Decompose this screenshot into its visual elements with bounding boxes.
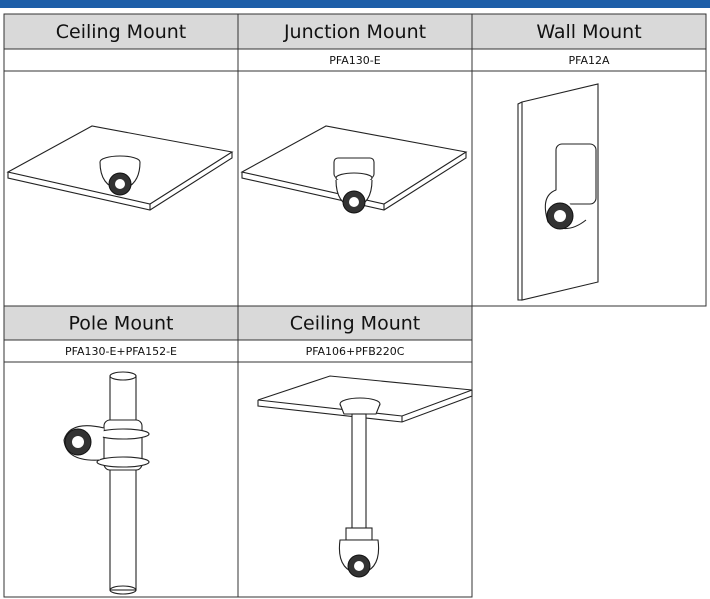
model-cell [3, 48, 239, 72]
image-cell [471, 70, 707, 307]
junction-mount-illustration [240, 125, 468, 214]
ceiling-mount-illustration [6, 125, 234, 211]
header-cell [471, 13, 707, 50]
accessory-model: PFA106+PFB220C [306, 345, 405, 358]
header-cell [3, 305, 239, 341]
mount-name: Pole Mount [69, 313, 174, 335]
accessory-model: PFA130-E [329, 54, 380, 67]
mount-name: Wall Mount [536, 21, 641, 43]
pendant-mount-illustration [257, 375, 473, 578]
mount-name: Ceiling Mount [56, 21, 187, 43]
wall-mount-illustration [517, 83, 599, 301]
header-cell [237, 305, 473, 341]
accessory-model: PFA130-E+PFA152-E [65, 345, 177, 358]
mount-name: Junction Mount [283, 21, 426, 43]
header-cell [237, 13, 473, 50]
image-cell [237, 361, 473, 598]
accessory-model: PFA12A [569, 54, 610, 67]
top-bar [0, 0, 710, 8]
mount-name: Ceiling Mount [290, 313, 421, 335]
pole-mount-illustration [63, 371, 150, 595]
header-cell [3, 13, 239, 50]
